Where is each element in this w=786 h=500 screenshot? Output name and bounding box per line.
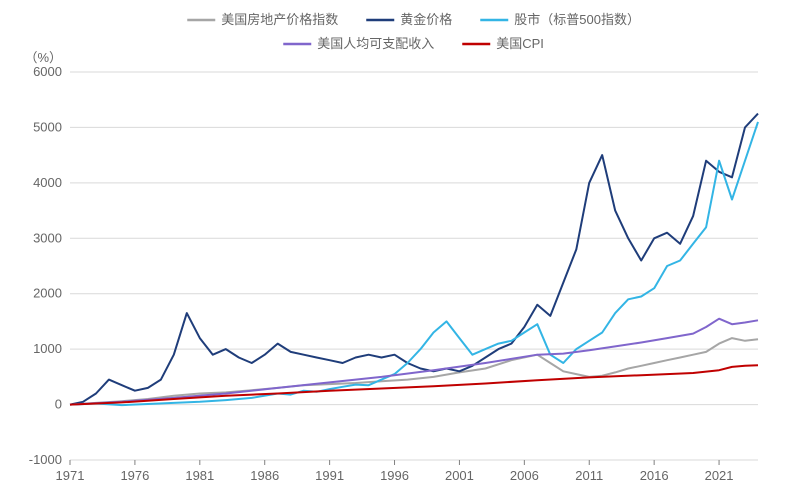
x-tick-label: 2011 <box>575 468 603 483</box>
y-tick-label: 0 <box>55 397 62 412</box>
x-tick-label: 2016 <box>640 468 669 483</box>
y-tick-label: 1000 <box>33 341 62 356</box>
y-tick-label: 4000 <box>33 175 62 190</box>
legend-label: 黄金价格 <box>400 12 452 27</box>
x-tick-label: 1981 <box>185 468 214 483</box>
y-tick-label: 3000 <box>33 230 62 245</box>
y-tick-label: 5000 <box>33 119 62 134</box>
line-chart: -1000 0 1000 2000 3000 4000 5000 6000 1971 1976 19… <box>0 0 786 500</box>
legend-label: 美国房地产价格指数 <box>221 12 338 27</box>
x-tick-label: 1996 <box>380 468 409 483</box>
x-tick-label: 1991 <box>315 468 344 483</box>
x-tick-label: 2001 <box>445 468 474 483</box>
x-tick-label: 1986 <box>250 468 279 483</box>
x-tick-label: 1971 <box>56 468 85 483</box>
legend-label: 股市（标普500指数） <box>514 12 640 27</box>
y-tick-label: 2000 <box>33 286 62 301</box>
legend-label: 美国人均可支配收入 <box>317 36 434 51</box>
x-tick-label: 2006 <box>510 468 539 483</box>
x-tick-label: 1976 <box>120 468 149 483</box>
y-axis-unit-label: （%） <box>24 50 62 65</box>
legend-label: 美国CPI <box>496 36 544 51</box>
y-tick-label: 6000 <box>33 64 62 79</box>
x-tick-label: 2021 <box>705 468 734 483</box>
chart-container: -1000 0 1000 2000 3000 4000 5000 6000 1971 1976 19… <box>0 0 786 500</box>
y-tick-label: -1000 <box>29 452 62 467</box>
chart-bg <box>0 0 786 500</box>
